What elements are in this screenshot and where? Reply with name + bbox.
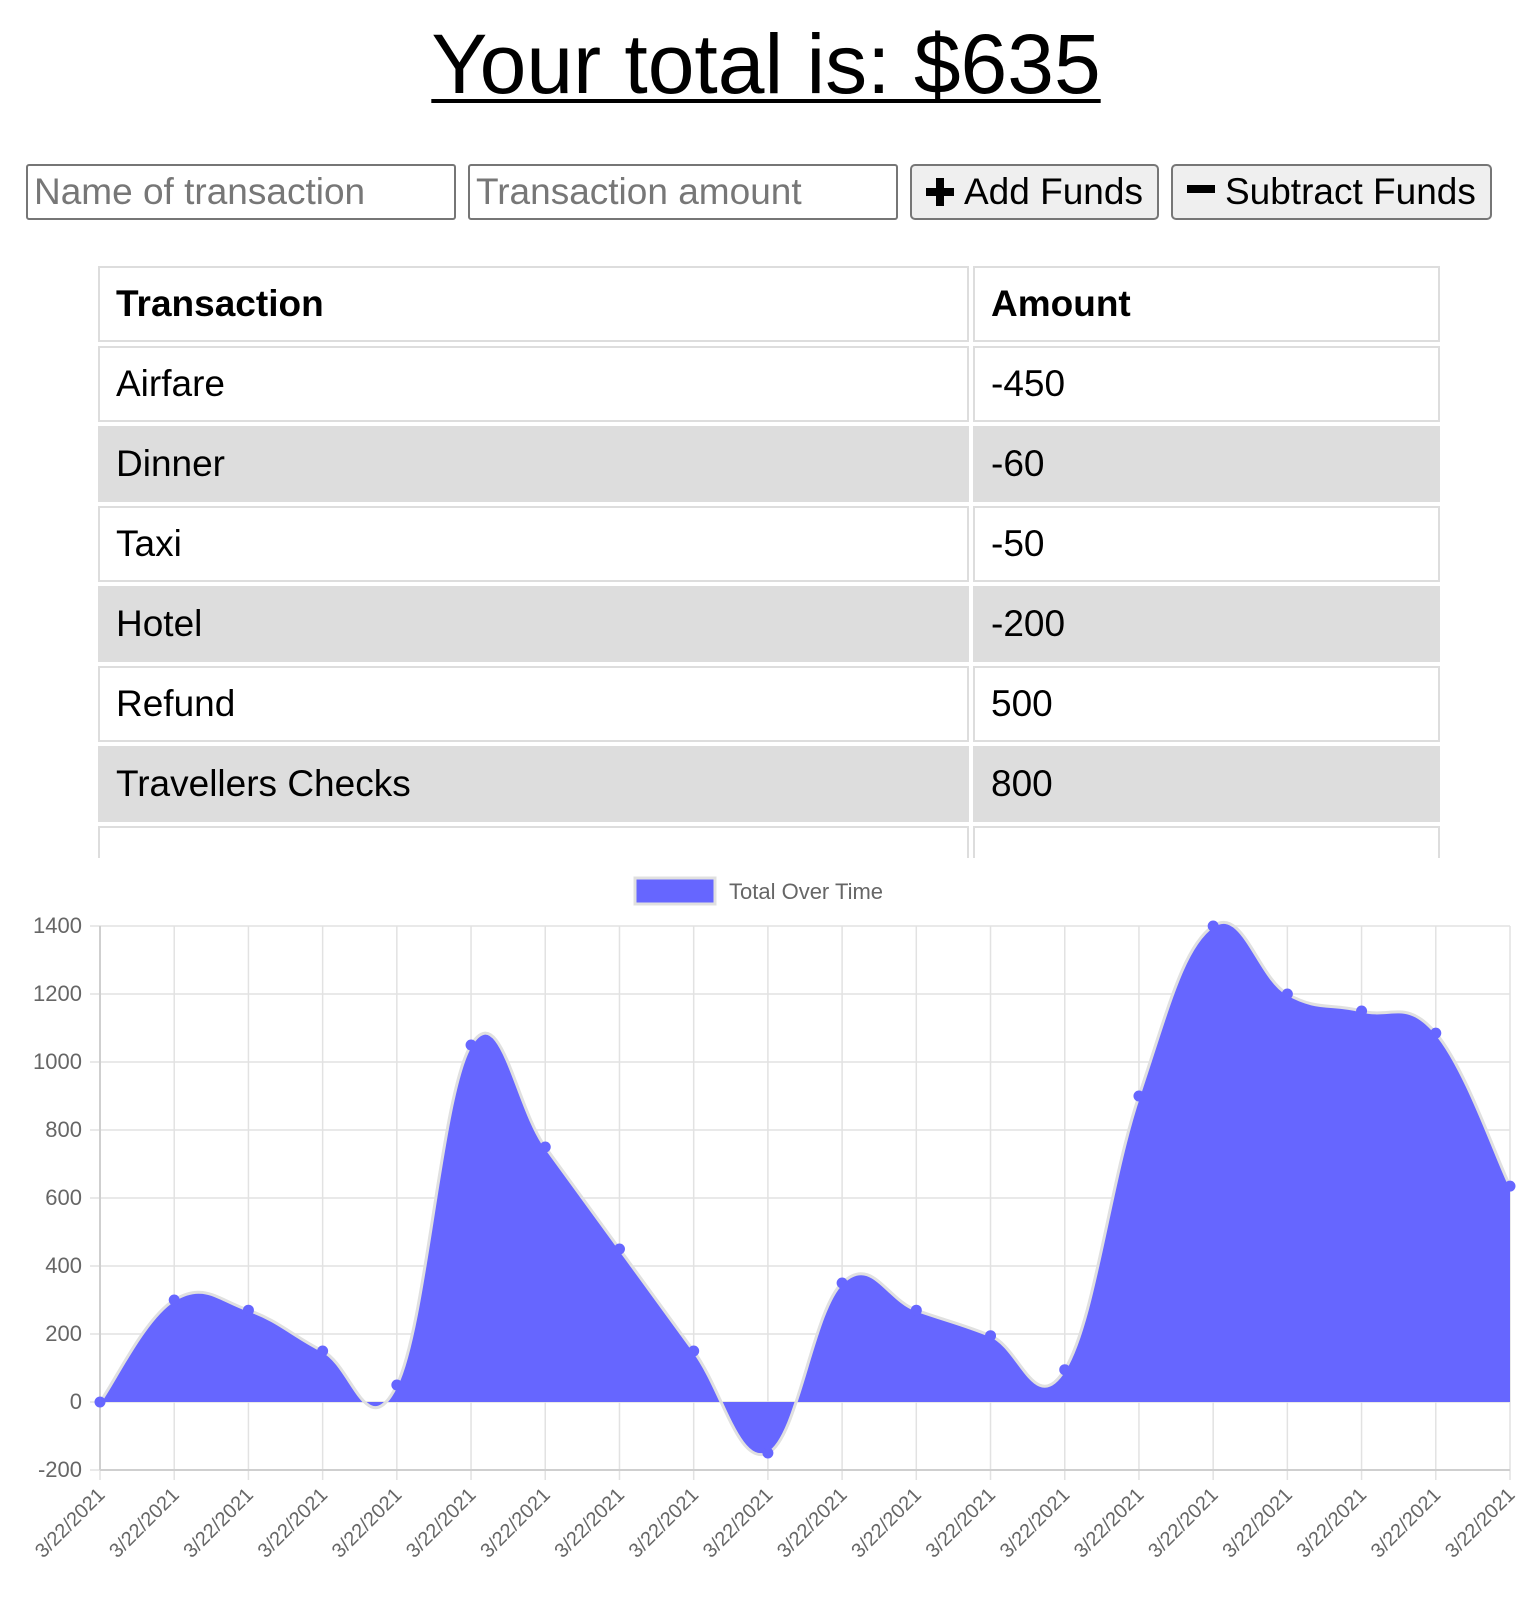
data-point — [465, 1039, 477, 1051]
transaction-name-cell — [98, 826, 969, 858]
series-area — [100, 922, 1510, 1455]
transaction-name-cell: Hotel — [98, 586, 969, 662]
subtract-funds-label: Subtract Funds — [1224, 171, 1476, 212]
data-point — [1430, 1027, 1442, 1039]
data-point — [317, 1345, 329, 1357]
total-heading: Your total is: $635 — [431, 17, 1101, 111]
data-point — [168, 1294, 180, 1306]
x-tick-label: 3/22/2021 — [402, 1484, 480, 1562]
data-point — [242, 1304, 254, 1316]
add-funds-button[interactable]: Add Funds — [910, 164, 1159, 220]
transaction-amount-cell: 500 — [973, 666, 1440, 742]
y-tick-label: 600 — [45, 1185, 82, 1210]
y-tick-label: 0 — [70, 1389, 82, 1414]
table-row: Taxi -50 — [98, 506, 1440, 582]
data-point — [1504, 1180, 1516, 1192]
x-tick-label: 3/22/2021 — [476, 1484, 554, 1562]
data-point — [762, 1447, 774, 1459]
header-transaction: Transaction — [98, 266, 969, 342]
y-tick-label: 1400 — [33, 913, 82, 938]
transaction-name-cell: Refund — [98, 666, 969, 742]
transaction-name-cell: Dinner — [98, 426, 969, 502]
table-row: Refund 500 — [98, 666, 1440, 742]
x-tick-label: 3/22/2021 — [551, 1484, 629, 1562]
total-over-time-chart: 1400120010008006004002000-2003/22/20213/… — [31, 876, 1520, 1562]
x-tick-label: 3/22/2021 — [996, 1484, 1074, 1562]
x-tick-label: 3/22/2021 — [1218, 1484, 1296, 1562]
x-tick-label: 3/22/2021 — [254, 1484, 332, 1562]
legend-label: Total Over Time — [729, 879, 883, 904]
table-header-row: Transaction Amount — [98, 266, 1440, 342]
data-point — [910, 1304, 922, 1316]
subtract-funds-button[interactable]: Subtract Funds — [1170, 164, 1492, 220]
transaction-amount-cell — [973, 826, 1440, 858]
y-tick-label: 800 — [45, 1117, 82, 1142]
transaction-amount-cell: -50 — [973, 506, 1440, 582]
header-amount: Amount — [973, 266, 1440, 342]
x-tick-label: 3/22/2021 — [105, 1484, 183, 1562]
transaction-amount-cell: -60 — [973, 426, 1440, 502]
table-row: Dinner -60 — [98, 426, 1440, 502]
x-tick-label: 3/22/2021 — [847, 1484, 925, 1562]
plus-icon — [926, 178, 954, 206]
table-row: Hotel -200 — [98, 586, 1440, 662]
table-row: Travellers Checks 800 — [98, 746, 1440, 822]
x-tick-label: 3/22/2021 — [699, 1484, 777, 1562]
y-tick-label: -200 — [38, 1457, 82, 1482]
x-tick-label: 3/22/2021 — [773, 1484, 851, 1562]
data-point — [1356, 1005, 1368, 1017]
x-tick-label: 3/22/2021 — [1293, 1484, 1371, 1562]
transactions-table: Transaction Amount Airfare -450 Dinner -… — [96, 262, 1442, 858]
x-tick-label: 3/22/2021 — [922, 1484, 1000, 1562]
y-tick-label: 200 — [45, 1321, 82, 1346]
data-point — [1281, 988, 1293, 1000]
transaction-amount-input[interactable] — [468, 164, 898, 220]
x-tick-label: 3/22/2021 — [328, 1484, 406, 1562]
transaction-name-cell: Taxi — [98, 506, 969, 582]
data-point — [539, 1141, 551, 1153]
data-point — [94, 1396, 106, 1408]
series-line — [98, 921, 1512, 1457]
transaction-name-cell: Airfare — [98, 346, 969, 422]
x-tick-label: 3/22/2021 — [1367, 1484, 1445, 1562]
data-point — [985, 1330, 997, 1342]
data-point — [391, 1379, 403, 1391]
transaction-name-cell: Travellers Checks — [98, 746, 969, 822]
transaction-amount-cell: 800 — [973, 746, 1440, 822]
add-funds-label: Add Funds — [964, 171, 1143, 212]
minus-icon — [1186, 185, 1215, 193]
x-tick-label: 3/22/2021 — [31, 1484, 109, 1562]
data-point — [1133, 1090, 1145, 1102]
x-tick-label: 3/22/2021 — [625, 1484, 703, 1562]
transactions-table-container: Transaction Amount Airfare -450 Dinner -… — [96, 262, 1442, 858]
legend-swatch — [633, 876, 717, 906]
transaction-amount-cell: -450 — [973, 346, 1440, 422]
transaction-form: Add Funds Subtract Funds — [26, 164, 1492, 220]
data-point — [1059, 1364, 1071, 1376]
x-tick-label: 3/22/2021 — [1441, 1484, 1519, 1562]
y-tick-label: 400 — [45, 1253, 82, 1278]
x-tick-label: 3/22/2021 — [1070, 1484, 1148, 1562]
data-point — [836, 1277, 848, 1289]
y-tick-label: 1000 — [33, 1049, 82, 1074]
data-point — [613, 1243, 625, 1255]
chart-legend: Total Over Time — [633, 876, 883, 906]
x-tick-label: 3/22/2021 — [1144, 1484, 1222, 1562]
x-tick-label: 3/22/2021 — [179, 1484, 257, 1562]
table-row — [98, 826, 1440, 858]
transaction-amount-cell: -200 — [973, 586, 1440, 662]
y-tick-label: 1200 — [33, 981, 82, 1006]
data-point — [688, 1345, 700, 1357]
data-point — [1207, 920, 1219, 932]
transaction-name-input[interactable] — [26, 164, 456, 220]
table-row: Airfare -450 — [98, 346, 1440, 422]
